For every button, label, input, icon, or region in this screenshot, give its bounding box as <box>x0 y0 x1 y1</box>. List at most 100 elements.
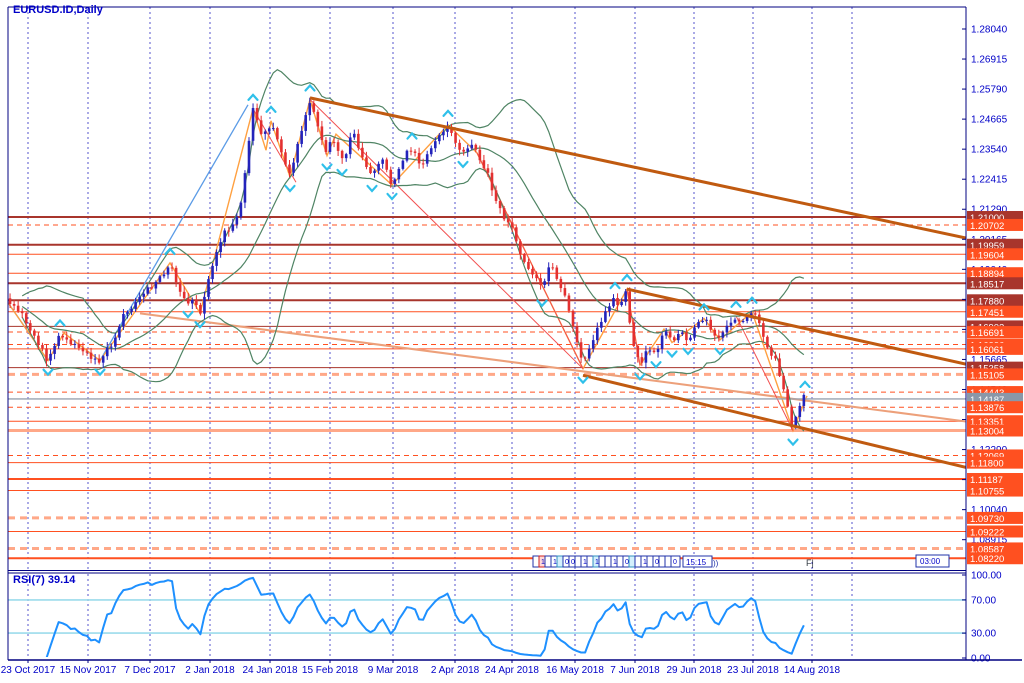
candle-body <box>438 135 441 142</box>
price-level-label[interactable] <box>967 473 1023 486</box>
candle-body <box>377 163 380 171</box>
candle-body <box>551 267 555 269</box>
candle-body <box>693 327 696 338</box>
candle-body <box>482 160 486 169</box>
price-level-label[interactable] <box>967 552 1023 565</box>
svg-text:1.08587: 1.08587 <box>970 544 1004 555</box>
date-axis-label: 23 Jul 2018 <box>727 665 779 676</box>
fractal-down-arrow-icon <box>182 310 194 319</box>
price-level-label[interactable] <box>967 267 1023 280</box>
candle-body <box>502 208 506 220</box>
candle-body <box>389 169 393 184</box>
price-level-label[interactable] <box>967 511 1023 524</box>
date-axis-label: 29 Jun 2018 <box>666 665 721 676</box>
candle-body <box>616 297 619 306</box>
candle-body <box>259 120 263 134</box>
bollinger-band-line[interactable] <box>21 167 805 432</box>
candle-body <box>523 254 526 262</box>
trendline[interactable] <box>626 287 966 366</box>
candle-body <box>312 103 316 112</box>
time-marker-text: 1 <box>541 559 545 566</box>
price-level-label[interactable] <box>967 424 1023 437</box>
price-level-label[interactable] <box>967 218 1023 231</box>
candle-body <box>251 108 255 141</box>
candle-body <box>178 282 182 292</box>
price-level-label[interactable] <box>967 238 1023 251</box>
candle-body <box>644 351 648 363</box>
candle-body <box>494 190 498 201</box>
candle-body <box>417 152 421 164</box>
price-level-label[interactable] <box>967 415 1023 428</box>
svg-text:1.08220: 1.08220 <box>970 554 1004 565</box>
svg-text:1.20702: 1.20702 <box>970 221 1004 232</box>
fractal-down-arrow-icon <box>787 438 799 447</box>
candle-body <box>766 336 769 348</box>
price-axis-tick-label: 1.22415 <box>971 175 1008 186</box>
candle-body <box>591 340 595 349</box>
candle-body <box>709 319 712 330</box>
price-axis-tick-label: 1.25790 <box>971 85 1008 96</box>
main-plot-area[interactable]: 11001121010015:15))F|03:00 <box>5 7 966 570</box>
price-level-label[interactable] <box>967 484 1023 497</box>
date-axis-label: 23 Oct 2017 <box>1 665 56 676</box>
zigzag-red-segment[interactable] <box>735 315 794 431</box>
candle-body <box>89 352 93 359</box>
bollinger-band-line[interactable] <box>21 134 805 356</box>
trendline[interactable] <box>139 312 966 423</box>
session-time-box[interactable] <box>682 555 713 568</box>
price-level-label[interactable] <box>967 342 1023 355</box>
candle-body <box>802 394 806 406</box>
candle-body <box>33 330 36 336</box>
price-level-label[interactable] <box>967 456 1023 469</box>
time-marker-text: 1 <box>583 559 587 566</box>
candle-body <box>211 265 214 280</box>
candle-body <box>547 267 550 282</box>
svg-text:1.09222: 1.09222 <box>970 527 1004 538</box>
time-marker-box[interactable] <box>670 555 681 568</box>
fractal-down-arrow-icon <box>682 347 694 356</box>
candle-body <box>798 405 802 417</box>
fractal-up-arrow-icon <box>730 300 742 308</box>
price-level-label[interactable] <box>967 294 1023 307</box>
candle-body <box>442 131 445 136</box>
date-axis-label: 15 Nov 2017 <box>60 665 117 676</box>
candle-body <box>782 375 785 390</box>
candle-body <box>361 147 364 158</box>
candle-body <box>20 311 24 314</box>
session-time-text: 03:00 <box>920 557 941 566</box>
candle-body <box>381 159 384 164</box>
candle-body <box>409 150 413 152</box>
price-axis-tick-label: 1.28040 <box>971 25 1008 36</box>
candle-body <box>227 230 231 232</box>
candle-body <box>470 144 474 149</box>
price-level-label[interactable] <box>967 542 1023 555</box>
candle-body <box>596 327 599 341</box>
fractal-down-arrow-icon <box>536 299 548 308</box>
fractal-down-arrow-icon <box>457 160 469 169</box>
candle-body <box>770 347 773 356</box>
price-level-label[interactable] <box>967 401 1023 414</box>
price-level-label[interactable] <box>967 248 1023 261</box>
fractal-up-arrow-icon <box>164 247 176 256</box>
price-axis-tick-label: 1.21290 <box>971 205 1008 216</box>
rsi-plot-area[interactable] <box>8 574 966 658</box>
candle-body <box>255 108 259 121</box>
candle-body <box>316 111 320 127</box>
candle-body <box>328 142 332 152</box>
candle-body <box>69 339 73 345</box>
trendline[interactable] <box>309 96 966 240</box>
price-level-label[interactable] <box>967 326 1023 339</box>
candle-body <box>61 335 64 338</box>
price-level-label[interactable] <box>967 277 1023 290</box>
price-level-label[interactable] <box>967 525 1023 538</box>
candle-body <box>604 311 607 322</box>
time-marker-text: 0 <box>655 559 659 566</box>
price-level-label[interactable] <box>967 368 1023 381</box>
trendline[interactable] <box>582 373 966 469</box>
candle-body <box>600 321 603 328</box>
session-time-box[interactable] <box>915 554 950 568</box>
zigzag-red-segment[interactable] <box>309 99 584 370</box>
price-level-label[interactable] <box>967 305 1023 318</box>
candle-body <box>628 291 631 323</box>
